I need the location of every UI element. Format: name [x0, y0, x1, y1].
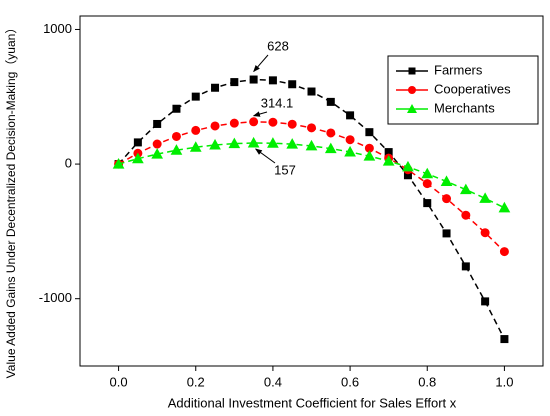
point	[287, 119, 297, 129]
point	[132, 152, 144, 164]
point	[345, 135, 355, 145]
point	[288, 80, 297, 89]
point	[461, 262, 470, 271]
point	[422, 179, 432, 189]
point	[499, 247, 509, 257]
x-tick-label: 1.0	[495, 374, 513, 389]
point	[326, 128, 336, 138]
point	[459, 183, 472, 195]
point	[112, 158, 125, 169]
point	[152, 139, 162, 149]
y-tick-label: -1000	[39, 290, 72, 305]
point	[209, 138, 221, 150]
legend-label: Farmers	[434, 62, 483, 77]
point	[382, 155, 395, 166]
x-tick-label: 0.2	[187, 374, 205, 389]
point	[249, 117, 259, 127]
point	[307, 123, 316, 133]
point	[153, 119, 162, 128]
point	[211, 83, 220, 92]
point	[191, 125, 201, 135]
x-tick-label: 0.4	[264, 374, 282, 389]
point	[307, 87, 316, 96]
point	[344, 145, 356, 157]
point	[324, 142, 337, 154]
point	[171, 131, 181, 141]
point	[500, 335, 509, 344]
point	[402, 160, 414, 172]
point	[423, 199, 432, 208]
point	[189, 141, 202, 152]
legend-marker	[407, 104, 417, 113]
point	[230, 78, 239, 87]
annotation: 628	[267, 38, 289, 53]
point	[479, 192, 491, 203]
point	[305, 139, 318, 151]
x-tick-label: 0.0	[110, 374, 128, 389]
point	[268, 76, 277, 85]
point	[480, 228, 490, 238]
point	[363, 150, 376, 161]
point	[247, 136, 260, 148]
annotation: 314.1	[261, 95, 294, 110]
point	[133, 138, 142, 147]
point	[210, 121, 220, 131]
point	[442, 229, 451, 238]
annotation: 157	[274, 162, 296, 177]
y-tick-label: 1000	[43, 21, 72, 36]
legend-label: Cooperatives	[434, 81, 511, 96]
x-axis-label: Additional Investment Coefficient for Sa…	[168, 395, 457, 410]
point	[268, 117, 278, 127]
legend-marker	[408, 67, 416, 75]
point	[442, 194, 452, 204]
annotation-arrow	[255, 148, 276, 164]
point	[326, 97, 335, 106]
point	[191, 92, 200, 101]
annotation-arrow	[253, 54, 269, 73]
legend-label: Merchants	[434, 100, 495, 115]
y-axis-label: Value Added Gains Under Decentralized De…	[4, 22, 18, 379]
point	[286, 138, 299, 149]
legend-marker	[408, 86, 416, 94]
point	[421, 167, 434, 179]
point	[440, 175, 453, 186]
y-tick-label: 0	[65, 156, 72, 171]
point	[346, 111, 355, 120]
point	[481, 297, 490, 306]
point	[228, 137, 241, 149]
plot-frame	[79, 15, 544, 367]
annotation-arrow	[252, 111, 268, 117]
x-tick-label: 0.8	[418, 374, 436, 389]
point	[365, 128, 374, 137]
point	[498, 201, 511, 213]
point	[267, 137, 279, 148]
point	[249, 75, 258, 84]
point	[461, 210, 471, 220]
point	[172, 104, 181, 113]
point	[151, 148, 164, 159]
point	[170, 144, 183, 155]
x-tick-label: 0.6	[341, 374, 359, 389]
point	[229, 118, 239, 128]
